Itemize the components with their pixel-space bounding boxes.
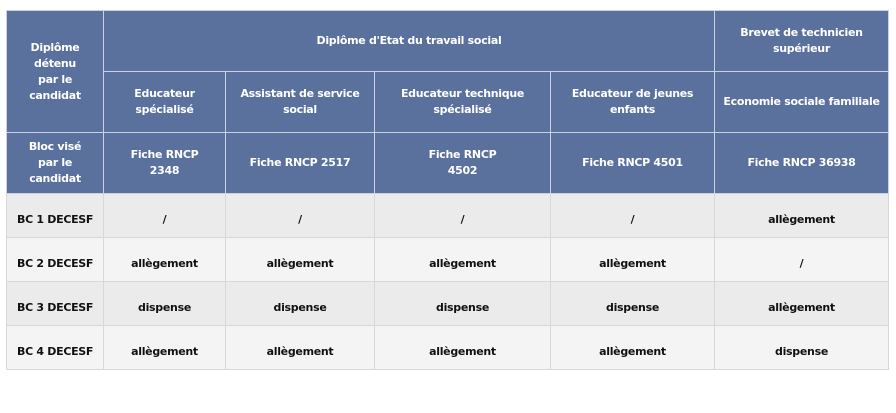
cell: dispense [714, 325, 889, 370]
row-bloc: BC 2 DECESF [6, 237, 104, 282]
fiche-header: Fiche RNCP 2517 [225, 132, 375, 194]
table-row: BC 2 DECESF allègement allègement allège… [6, 237, 889, 282]
fiche-header: Fiche RNCP 36938 [714, 132, 889, 194]
held-diploma-label: Diplôme détenu par le candidat [29, 40, 81, 102]
diploma-header: Economie sociale familiale [714, 71, 889, 133]
row-bloc: BC 4 DECESF [6, 325, 104, 370]
diploma-header: Educateur spécialisé [103, 71, 226, 133]
bloc-label: Bloc visé par le candidat [28, 140, 82, 185]
cell: allègement [103, 325, 226, 370]
fiche-header: Fiche RNCP 2348 [103, 132, 226, 194]
cell: dispense [103, 281, 226, 326]
table-row: BC 4 DECESF allègement allègement allège… [6, 325, 889, 370]
group-header-des: Diplôme d'Etat du travail social [103, 10, 715, 72]
diploma-header: Assistant de service social [225, 71, 375, 133]
row-bloc: BC 3 DECESF [6, 281, 104, 326]
cell: allègement [550, 325, 715, 370]
cell: / [714, 237, 889, 282]
fiche-header: Fiche RNCP 4502 [374, 132, 551, 194]
cell: dispense [550, 281, 715, 326]
cell: allègement [103, 237, 226, 282]
cell: dispense [225, 281, 375, 326]
cell: allègement [550, 237, 715, 282]
fiche-header: Fiche RNCP 4501 [550, 132, 715, 194]
cell: dispense [374, 281, 551, 326]
cell: allègement [225, 237, 375, 282]
cell: / [374, 193, 551, 238]
cell: / [225, 193, 375, 238]
corner-header: Diplôme détenu par le candidat [6, 10, 104, 133]
cell: allègement [374, 325, 551, 370]
cell: allègement [225, 325, 375, 370]
table-row: BC 3 DECESF dispense dispense dispense d… [6, 281, 889, 326]
cell: / [103, 193, 226, 238]
table-row: BC 1 DECESF / / / / allègement [6, 193, 889, 238]
cell: allègement [714, 281, 889, 326]
group-header-bts: Brevet de technicien supérieur [714, 10, 889, 72]
equivalence-table: Diplôme détenu par le candidat Diplôme d… [6, 10, 889, 370]
cell: allègement [374, 237, 551, 282]
diploma-header: Educateur technique spécialisé [374, 71, 551, 133]
cell: / [550, 193, 715, 238]
row-bloc: BC 1 DECESF [6, 193, 104, 238]
cell: allègement [714, 193, 889, 238]
bloc-header: Bloc visé par le candidat [6, 132, 104, 194]
diploma-header: Educateur de jeunes enfants [550, 71, 715, 133]
